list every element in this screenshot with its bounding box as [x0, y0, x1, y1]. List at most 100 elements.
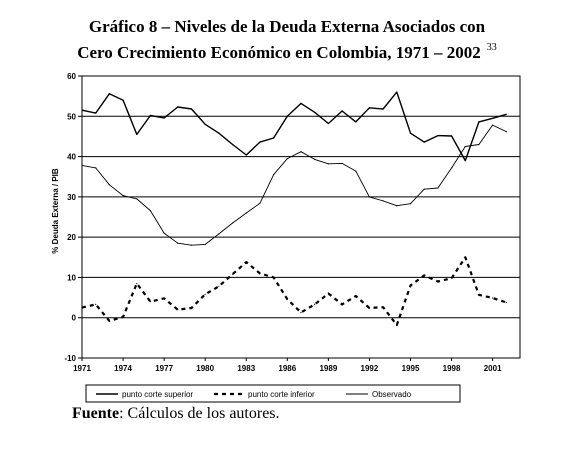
data-point: [286, 115, 288, 117]
data-point: [505, 113, 507, 115]
data-point: [149, 114, 151, 117]
data-point: [95, 112, 97, 114]
data-point: [190, 307, 193, 309]
data-point: [177, 242, 179, 244]
data-point: [81, 109, 83, 111]
legend-label-3: Observado: [372, 390, 412, 399]
data-point: [218, 233, 220, 235]
x-tick-label: 1986: [278, 364, 296, 373]
series-line-2: [81, 256, 507, 327]
data-point: [327, 292, 329, 295]
source-label: Fuente: [72, 405, 120, 422]
series-line-3: [81, 124, 507, 246]
data-point: [478, 294, 480, 296]
y-tick-label: 50: [67, 112, 76, 121]
data-point: [505, 131, 507, 133]
x-tick-label: 1977: [155, 364, 173, 373]
data-point: [232, 273, 234, 275]
data-point: [259, 202, 261, 204]
data-point: [451, 277, 453, 279]
x-tick-label: 1989: [319, 364, 337, 373]
data-point: [396, 324, 398, 326]
data-point: [423, 188, 425, 190]
legend: punto corte superior punto corte inferior…: [85, 384, 461, 403]
x-tick-label: 1971: [73, 364, 91, 373]
data-point: [382, 306, 384, 308]
data-point: [341, 110, 343, 112]
data-point: [423, 274, 425, 276]
data-point: [368, 307, 370, 309]
x-tick-label: 1998: [443, 364, 461, 373]
data-point: [122, 99, 124, 101]
data-point: [314, 158, 316, 160]
footnote-marker: 33: [486, 42, 497, 53]
data-point: [451, 135, 453, 137]
chart-title-line-2-text: Cero Crecimiento Económico en Colombia, …: [77, 43, 481, 62]
plot-area: [81, 75, 521, 359]
data-point: [286, 298, 288, 300]
data-point: [464, 256, 466, 258]
data-point: [437, 135, 439, 137]
data-point: [327, 163, 329, 165]
data-point: [259, 272, 261, 274]
legend-box: [85, 384, 461, 403]
data-point: [273, 276, 275, 278]
y-tick-label: 30: [67, 193, 76, 202]
data-point: [177, 309, 179, 311]
data-point: [478, 121, 480, 123]
x-tick-label: 1974: [114, 364, 132, 373]
x-tick-label: 2001: [484, 364, 502, 373]
data-point: [204, 243, 206, 245]
data-point: [163, 297, 165, 299]
data-point: [464, 160, 466, 162]
data-point: [108, 320, 110, 322]
data-point: [300, 151, 302, 153]
source-note: Fuente: Cálculos de los autores.: [72, 405, 280, 423]
y-axis-label: % Deuda Externa / PIB: [51, 168, 60, 254]
y-axis-ticks: -10 0 10 20 30 40 50 60: [64, 72, 82, 363]
data-point: [149, 210, 151, 212]
data-point: [273, 174, 275, 176]
data-point: [382, 200, 384, 202]
data-point: [355, 295, 357, 297]
data-point: [259, 141, 261, 143]
data-point: [451, 167, 453, 169]
data-point: [492, 117, 494, 119]
data-point: [245, 154, 247, 156]
data-point: [163, 117, 165, 119]
data-point: [437, 187, 439, 189]
x-tick-label: 1980: [196, 364, 214, 373]
data-point: [396, 205, 398, 207]
x-axis-ticks: 1971 1974 1977 1980 1983 1986 1989 1992 1995 1998…: [73, 358, 502, 373]
x-tick-label: 1995: [402, 364, 420, 373]
data-point: [409, 284, 412, 287]
data-point: [423, 141, 425, 143]
data-point: [327, 122, 329, 125]
x-tick-label: 1992: [361, 364, 379, 373]
y-tick-label: 60: [67, 72, 76, 81]
data-point: [355, 170, 357, 172]
data-point: [368, 196, 370, 198]
data-point: [218, 132, 220, 134]
y-tick-label: 0: [72, 314, 77, 323]
y-tick-label: 40: [67, 153, 76, 162]
data-point: [505, 301, 507, 303]
data-point: [355, 121, 357, 123]
series-lines: [81, 91, 507, 327]
data-point: [136, 133, 138, 135]
data-point: [409, 203, 412, 205]
data-point: [341, 303, 343, 305]
data-point: [232, 143, 234, 146]
data-point: [314, 303, 316, 305]
data-point: [341, 162, 343, 164]
chart-title-line-1: Gráfico 8 – Niveles de la Deuda Externa …: [88, 17, 486, 36]
series-line-1: [81, 91, 507, 162]
data-point: [163, 232, 165, 234]
source-text: : Cálculos de los autores.: [119, 405, 280, 422]
data-point: [218, 285, 220, 287]
line-chart: -10 0 10 20 30 40 50 60 1971 1974 1977 1980 1983 198…: [51, 72, 521, 403]
data-point: [108, 93, 110, 95]
data-point: [136, 198, 138, 200]
data-point: [177, 106, 179, 108]
data-point: [273, 137, 275, 139]
